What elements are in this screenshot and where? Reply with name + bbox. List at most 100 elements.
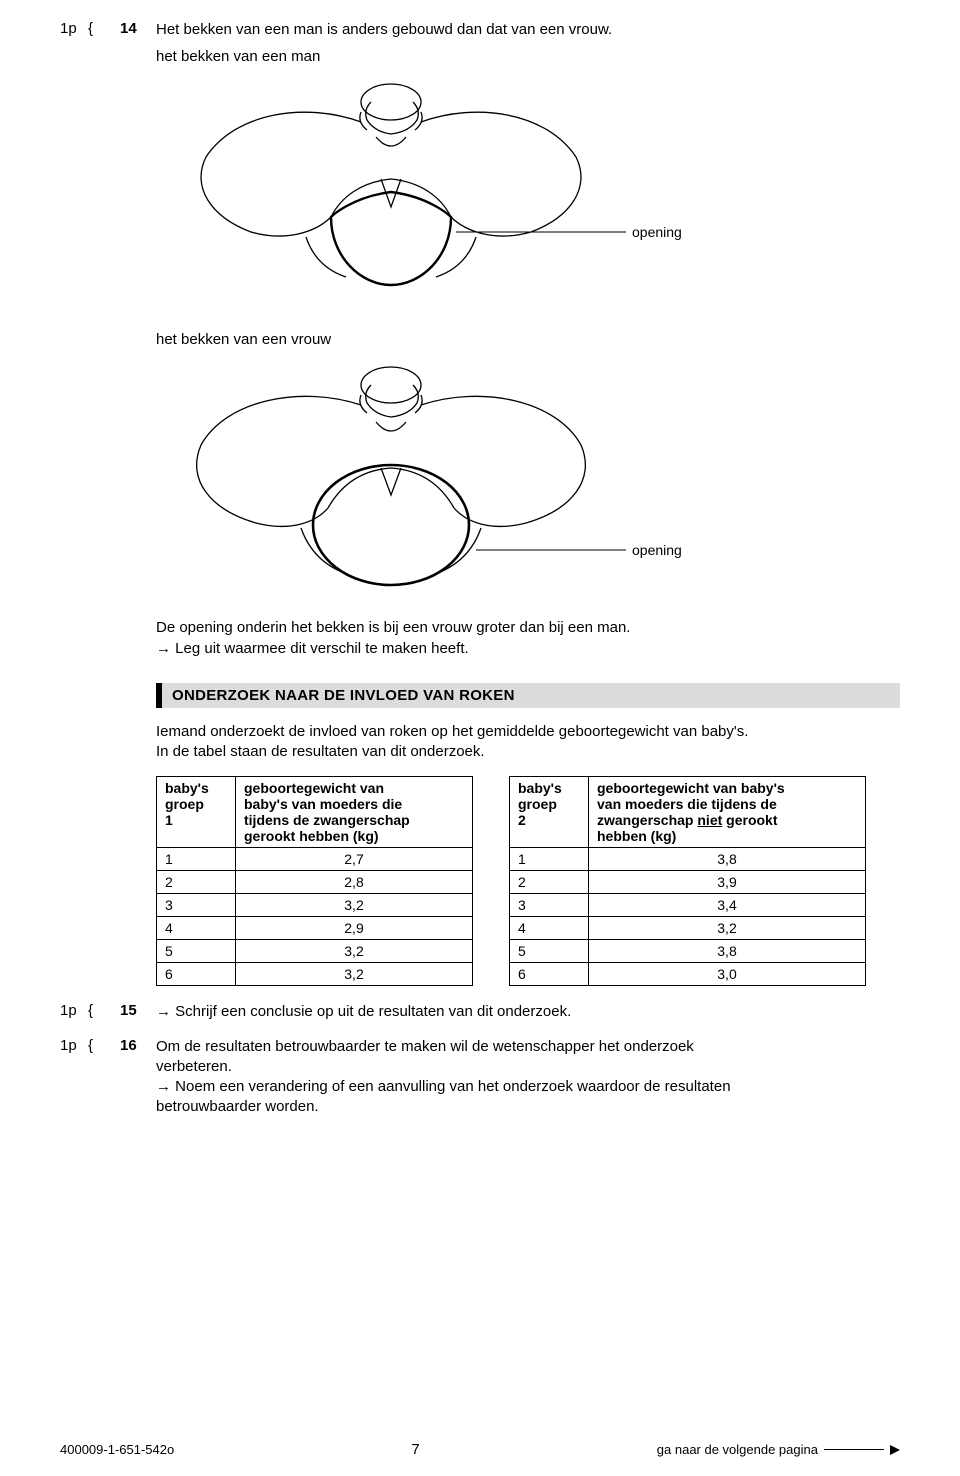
arrow-icon: → — [156, 1003, 171, 1020]
q14-number: 14 — [120, 20, 156, 37]
q16-number: 16 — [120, 1037, 156, 1054]
q16-l4: betrouwbaarder worden. — [156, 1097, 900, 1117]
t1-r2-v: 2,8 — [236, 871, 473, 894]
q14-after-line2-text: Leg uit waarmee dit verschil te maken he… — [175, 640, 468, 657]
table-row: 43,2 — [510, 917, 866, 940]
t2-r6-n: 6 — [510, 963, 589, 986]
figure-vrouw-label: het bekken van een vrouw — [156, 331, 776, 348]
footer-next-text: ga naar de volgende pagina — [657, 1442, 818, 1457]
table-row: 33,2 — [157, 894, 473, 917]
q16-l2: verbeteren. — [156, 1057, 900, 1077]
t1-r2-n: 2 — [157, 871, 236, 894]
t2-r3-v: 3,4 — [589, 894, 866, 917]
t1-r6-v: 3,2 — [236, 963, 473, 986]
q15-number: 15 — [120, 1002, 156, 1019]
t1-r4-v: 2,9 — [236, 917, 473, 940]
tables-wrap: baby's groep 1 geboortegewicht van baby'… — [156, 776, 900, 986]
t2-head-col1: baby's groep 2 — [510, 777, 589, 848]
opening-label-vrouw: opening — [632, 542, 682, 558]
table-row: 22,8 — [157, 871, 473, 894]
t2-h1-l2: groep — [518, 796, 557, 812]
arrow-right-icon — [890, 1445, 900, 1455]
t1-r6-n: 6 — [157, 963, 236, 986]
t1-h2-l4: gerookt hebben (kg) — [244, 828, 379, 844]
question-14-row: 1p { 14 Het bekken van een man is anders… — [60, 20, 900, 40]
t1-r1-n: 1 — [157, 848, 236, 871]
t1-r1-v: 2,7 — [236, 848, 473, 871]
footer-page: 7 — [411, 1441, 419, 1458]
t2-h1-l3: 2 — [518, 812, 526, 828]
t2-h2-l3c: gerookt — [722, 812, 777, 828]
q14-text: Het bekken van een man is anders gebouwd… — [156, 20, 900, 40]
section-heading: ONDERZOEK NAAR DE INVLOED VAN ROKEN — [156, 683, 900, 708]
pelvis-man-svg: opening — [156, 67, 716, 297]
table-row: baby's groep 2 geboortegewicht van baby'… — [510, 777, 866, 848]
t2-h1-l1: baby's — [518, 780, 562, 796]
q14-points: 1p — [60, 20, 88, 37]
t2-h2-l4: hebben (kg) — [597, 828, 676, 844]
t2-h2-l1: geboortegewicht van baby's — [597, 780, 785, 796]
intro-line2: In de tabel staan de resultaten van dit … — [156, 742, 900, 762]
t2-r2-v: 3,9 — [589, 871, 866, 894]
intro-block: Iemand onderzoekt de invloed van roken o… — [156, 722, 900, 763]
table-row: 33,4 — [510, 894, 866, 917]
q15-text: → Schrijf een conclusie op uit de result… — [156, 1002, 900, 1022]
t2-r4-n: 4 — [510, 917, 589, 940]
t1-h2-l1: geboortegewicht van — [244, 780, 384, 796]
table-group-2: baby's groep 2 geboortegewicht van baby'… — [509, 776, 866, 986]
t2-h2-l3b: niet — [697, 812, 722, 828]
pelvis-vrouw-svg: opening — [156, 350, 716, 600]
t2-h2-l2: van moeders die tijdens de — [597, 796, 777, 812]
footer-docid: 400009-1-651-542o — [60, 1442, 174, 1457]
footer-rule — [824, 1449, 884, 1450]
table-row: 53,2 — [157, 940, 473, 963]
q14-after-line1: De opening onderin het bekken is bij een… — [156, 618, 900, 638]
table-row: 13,8 — [510, 848, 866, 871]
q16-l3-wrap: → Noem een verandering of een aanvulling… — [156, 1077, 900, 1097]
t1-h2-l2: baby's van moeders die — [244, 796, 402, 812]
t2-r1-v: 3,8 — [589, 848, 866, 871]
t1-r5-v: 3,2 — [236, 940, 473, 963]
q14-after-fig: De opening onderin het bekken is bij een… — [156, 618, 900, 659]
t2-r5-n: 5 — [510, 940, 589, 963]
q15-points: 1p — [60, 1002, 88, 1019]
q16-l3: Noem een verandering of een aanvulling v… — [175, 1078, 730, 1095]
figure-vrouw: het bekken van een vrouw — [156, 331, 776, 600]
q16-text: Om de resultaten betrouwbaarder te maken… — [156, 1037, 900, 1118]
t2-r5-v: 3,8 — [589, 940, 866, 963]
question-16-row: 1p { 16 Om de resultaten betrouwbaarder … — [60, 1037, 900, 1118]
t1-h1-l1: baby's — [165, 780, 209, 796]
t1-h1-l3: 1 — [165, 812, 173, 828]
q16-l1: Om de resultaten betrouwbaarder te maken… — [156, 1037, 900, 1057]
arrow-icon: → — [156, 640, 171, 657]
t1-r3-v: 3,2 — [236, 894, 473, 917]
table-row: 12,7 — [157, 848, 473, 871]
table-row: 63,2 — [157, 963, 473, 986]
t2-head-col2: geboortegewicht van baby's van moeders d… — [589, 777, 866, 848]
q15-marker: { — [88, 1002, 120, 1019]
intro-line1: Iemand onderzoekt de invloed van roken o… — [156, 722, 900, 742]
opening-label-man: opening — [632, 224, 682, 240]
t2-r3-n: 3 — [510, 894, 589, 917]
figure-man: het bekken van een man — [156, 48, 776, 297]
t2-h2-l3a: zwangerschap — [597, 812, 697, 828]
q16-points: 1p — [60, 1037, 88, 1054]
t1-h1-l2: groep — [165, 796, 204, 812]
table-row: 42,9 — [157, 917, 473, 940]
table-row: 23,9 — [510, 871, 866, 894]
footer-next: ga naar de volgende pagina — [657, 1442, 900, 1457]
t2-r2-n: 2 — [510, 871, 589, 894]
q14-after-line2: → Leg uit waarmee dit verschil te maken … — [156, 639, 900, 659]
figure-man-label: het bekken van een man — [156, 48, 776, 65]
table-row: baby's groep 1 geboortegewicht van baby'… — [157, 777, 473, 848]
question-15-row: 1p { 15 → Schrijf een conclusie op uit d… — [60, 1002, 900, 1022]
t1-r5-n: 5 — [157, 940, 236, 963]
t1-h2-l3: tijdens de zwangerschap — [244, 812, 410, 828]
q16-marker: { — [88, 1037, 120, 1054]
t2-r6-v: 3,0 — [589, 963, 866, 986]
arrow-icon: → — [156, 1078, 171, 1095]
page: 1p { 14 Het bekken van een man is anders… — [0, 0, 960, 1476]
table-row: 63,0 — [510, 963, 866, 986]
table-row: 53,8 — [510, 940, 866, 963]
t1-r3-n: 3 — [157, 894, 236, 917]
